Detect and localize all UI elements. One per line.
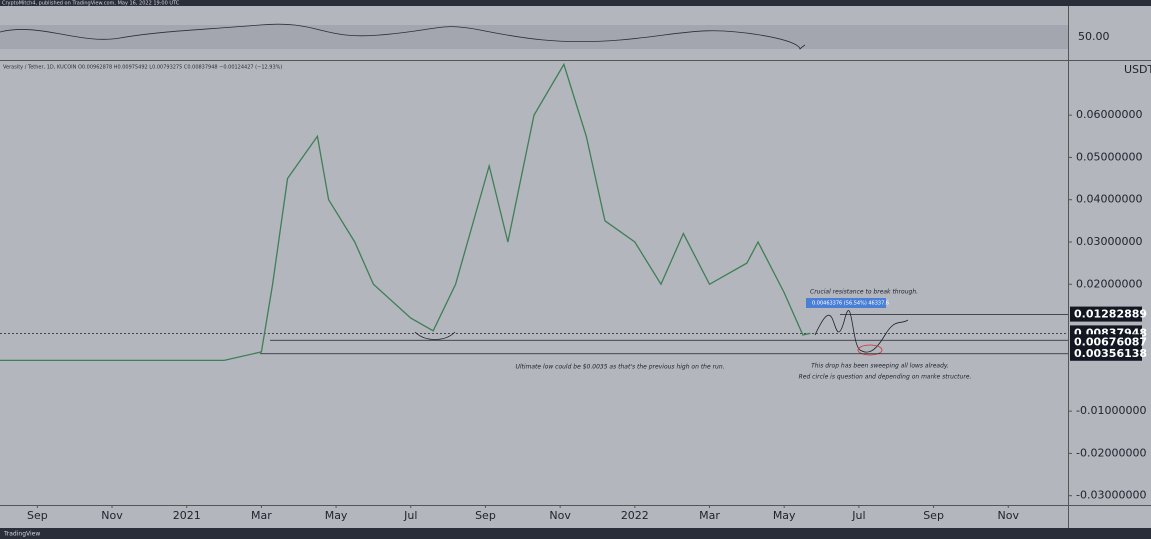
y-tick-label: 0.02000000 (1076, 277, 1142, 290)
price-label-box (1070, 345, 1142, 361)
projection-path (814, 310, 909, 353)
price-label: 0.00356138 (1074, 347, 1147, 360)
y-tick-label: -0.01000000 (1076, 404, 1146, 417)
x-tick-label: 2021 (173, 509, 201, 522)
annotation: Red circle is question and depending on … (799, 374, 972, 381)
header: CryptoMitch4, published on TradingView.c… (2, 1, 180, 7)
x-tick-label: 2022 (621, 509, 649, 522)
price-label-box (1070, 306, 1142, 322)
annotation: Ultimate low could be $0.0035 as that's … (515, 364, 724, 371)
x-tick-label: May (325, 509, 348, 522)
rsi-label: 50.00 (1078, 30, 1110, 43)
header-bar (0, 0, 1151, 6)
x-tick-label: Jul (851, 509, 865, 522)
x-tick-label: Nov (549, 509, 571, 522)
x-tick-label: Sep (923, 509, 944, 522)
annotation: 0.00463376 (56.54%) 46337.6 (812, 301, 889, 307)
footer: TradingView (3, 531, 40, 538)
y-tick-label: -0.03000000 (1076, 489, 1146, 502)
x-tick-label: Nov (998, 509, 1020, 522)
measure-box (806, 298, 886, 308)
y-unit: USDT (1124, 63, 1151, 76)
x-tick-label: May (773, 509, 796, 522)
y-tick-label: 0.04000000 (1076, 193, 1142, 206)
x-tick-label: Sep (27, 509, 48, 522)
price-label: 0.01282889 (1074, 308, 1147, 321)
symbol-info: Verasity / Tether, 1D, KUCOIN O0.0096287… (3, 65, 282, 71)
footer-bar (0, 528, 1151, 539)
x-tick-label: Jul (403, 509, 417, 522)
annotation: Crucial resistance to break through. (810, 289, 918, 296)
x-tick-label: Mar (699, 509, 720, 522)
price-label-box (1070, 334, 1142, 350)
rsi-band (0, 25, 1068, 49)
price-label: 0.00676087 (1074, 335, 1147, 348)
x-tick-label: Sep (475, 509, 496, 522)
y-tick-label: 0.05000000 (1076, 150, 1142, 163)
x-tick-label: Mar (251, 509, 272, 522)
y-tick-label: 0.03000000 (1076, 235, 1142, 248)
y-tick-label: 0.06000000 (1076, 108, 1142, 121)
price-line (0, 62, 811, 362)
low-curve (414, 331, 456, 340)
rsi-line (0, 23, 806, 50)
x-tick-label: Nov (101, 509, 123, 522)
y-tick-label: -0.02000000 (1076, 446, 1146, 459)
annotation: This drop has been sweeping all lows alr… (811, 363, 949, 370)
red-circle (857, 344, 883, 356)
